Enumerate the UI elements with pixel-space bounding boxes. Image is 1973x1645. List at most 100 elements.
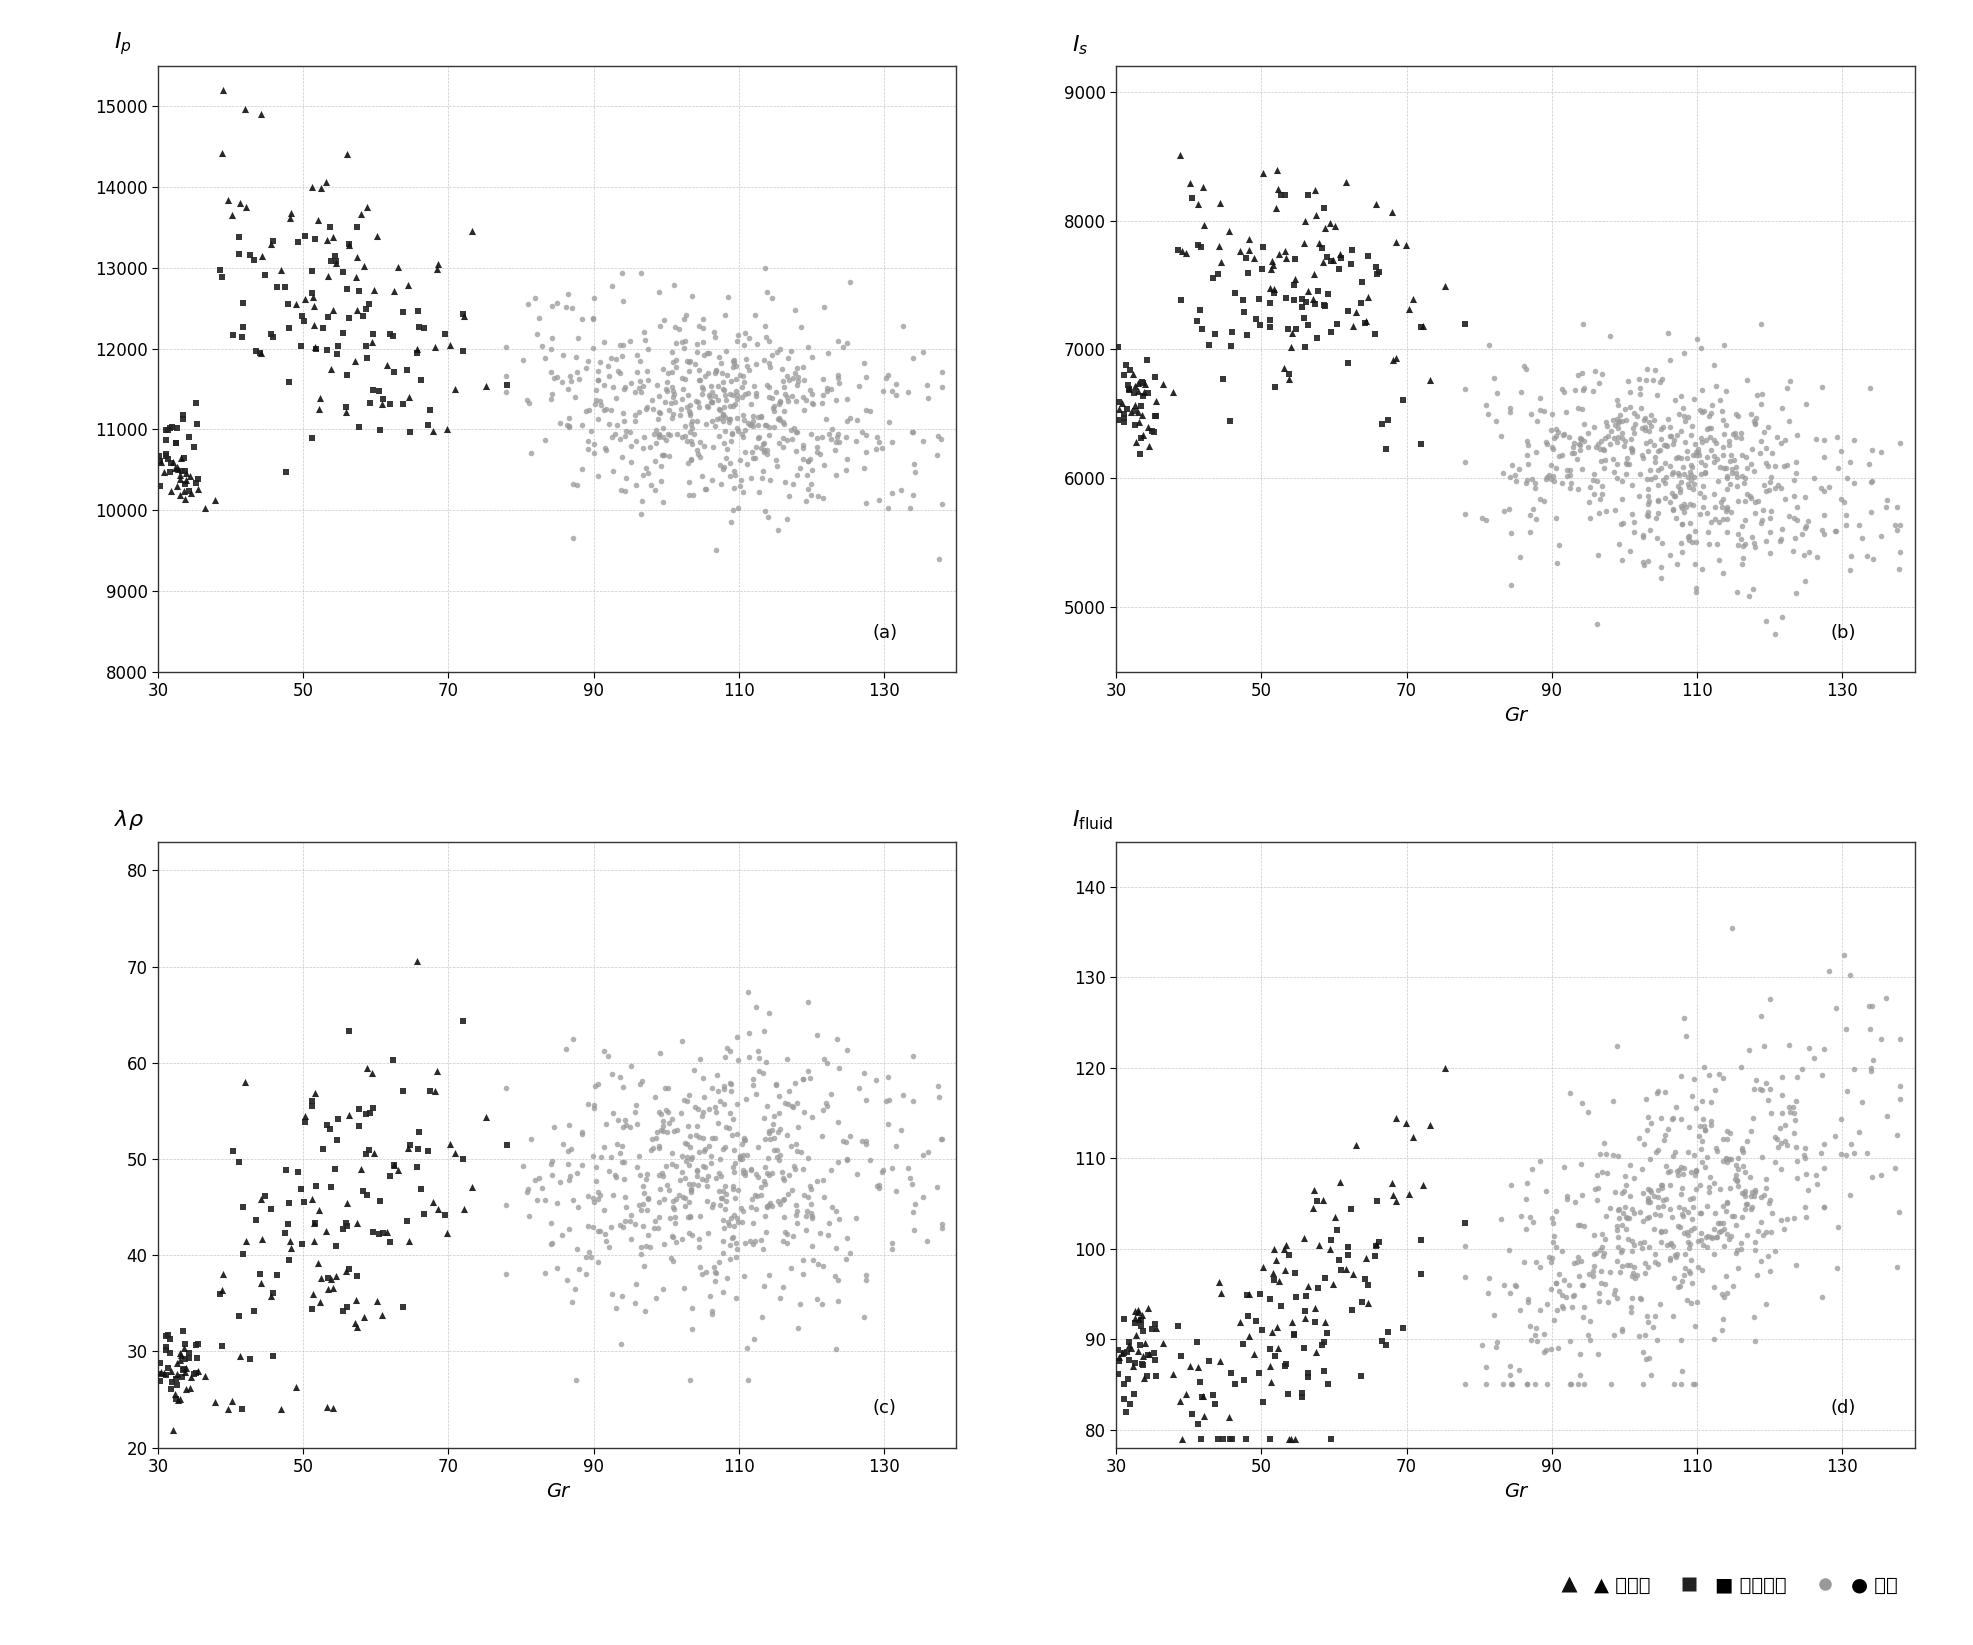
Point [671,449,702,475]
Point [554,368,586,395]
Point [1632,502,1663,528]
Point [696,1125,728,1152]
Point [1679,1290,1711,1316]
Point [1119,380,1150,406]
Point [1612,451,1644,477]
Point [767,433,799,459]
Point [862,424,894,451]
Point [1213,408,1245,434]
Point [1750,1069,1782,1096]
Point [1545,1293,1576,1319]
Point [726,467,758,494]
Point [1720,1237,1752,1263]
Point [1519,507,1551,533]
Point [1288,290,1320,316]
Point [1365,1328,1397,1354]
Point [227,324,258,350]
Point [1578,1222,1610,1249]
Point [771,383,803,410]
Point [1711,1280,1742,1306]
Point [491,1260,523,1286]
Point [1269,237,1300,263]
Point [312,227,343,253]
Point [349,332,381,359]
Point [1567,428,1598,454]
Point [1182,191,1213,217]
Point [689,1153,720,1179]
Point [1661,1212,1693,1239]
Point [438,1140,470,1166]
Point [1578,461,1610,487]
Point [1667,341,1699,367]
Point [807,367,839,393]
Point [1780,1252,1811,1278]
Point [1314,1237,1346,1263]
Point [1505,378,1537,405]
Point [1750,434,1782,461]
Point [714,449,746,475]
Point [720,1285,752,1311]
Point [1332,1234,1363,1260]
Point [728,439,760,466]
Point [600,1132,631,1158]
Point [742,424,773,451]
Point [1780,1165,1811,1191]
Point [649,1076,681,1102]
Point [235,242,266,268]
Point [1227,1367,1259,1393]
Point [623,375,655,401]
Point [679,352,710,378]
Point [1288,1298,1320,1324]
Point [677,1143,708,1170]
Point [898,459,929,485]
Point [1675,1194,1707,1221]
Point [752,503,783,530]
Point [199,487,231,513]
Point [1722,1255,1754,1281]
Point [144,474,176,500]
Point [693,382,724,408]
Point [578,1073,610,1099]
Point [1314,319,1346,345]
Point [428,321,460,347]
Point [432,1219,464,1245]
Point [876,480,908,507]
Point [448,303,479,329]
Point [570,1244,602,1270]
Point [708,1216,740,1242]
Point [1663,1156,1695,1183]
Point [1107,405,1138,431]
Point [621,1155,653,1181]
Point [1511,1372,1543,1398]
Point [831,408,862,434]
Point [779,1071,811,1097]
Point [1138,1347,1170,1374]
Point [511,1178,543,1204]
Point [795,1191,827,1217]
Point [391,1207,422,1234]
Point [819,1263,850,1290]
Point [1707,1216,1738,1242]
Point [775,337,807,364]
Point [716,421,748,447]
Point [1507,354,1539,380]
Point [716,1224,748,1250]
Point [1567,377,1598,403]
Point [1543,1260,1574,1286]
Point [862,487,894,513]
Point [608,1150,639,1176]
Point [647,415,679,441]
Point [643,421,675,447]
Point [1805,517,1837,543]
Point [706,1278,738,1304]
Point [446,1147,477,1173]
Point [182,475,213,502]
Point [1539,1198,1571,1224]
Point [1255,275,1286,301]
Point [1655,431,1687,457]
Point [1728,507,1760,533]
Point [432,416,464,443]
Point [1655,461,1687,487]
Point [1632,1176,1663,1202]
Point [781,418,813,444]
